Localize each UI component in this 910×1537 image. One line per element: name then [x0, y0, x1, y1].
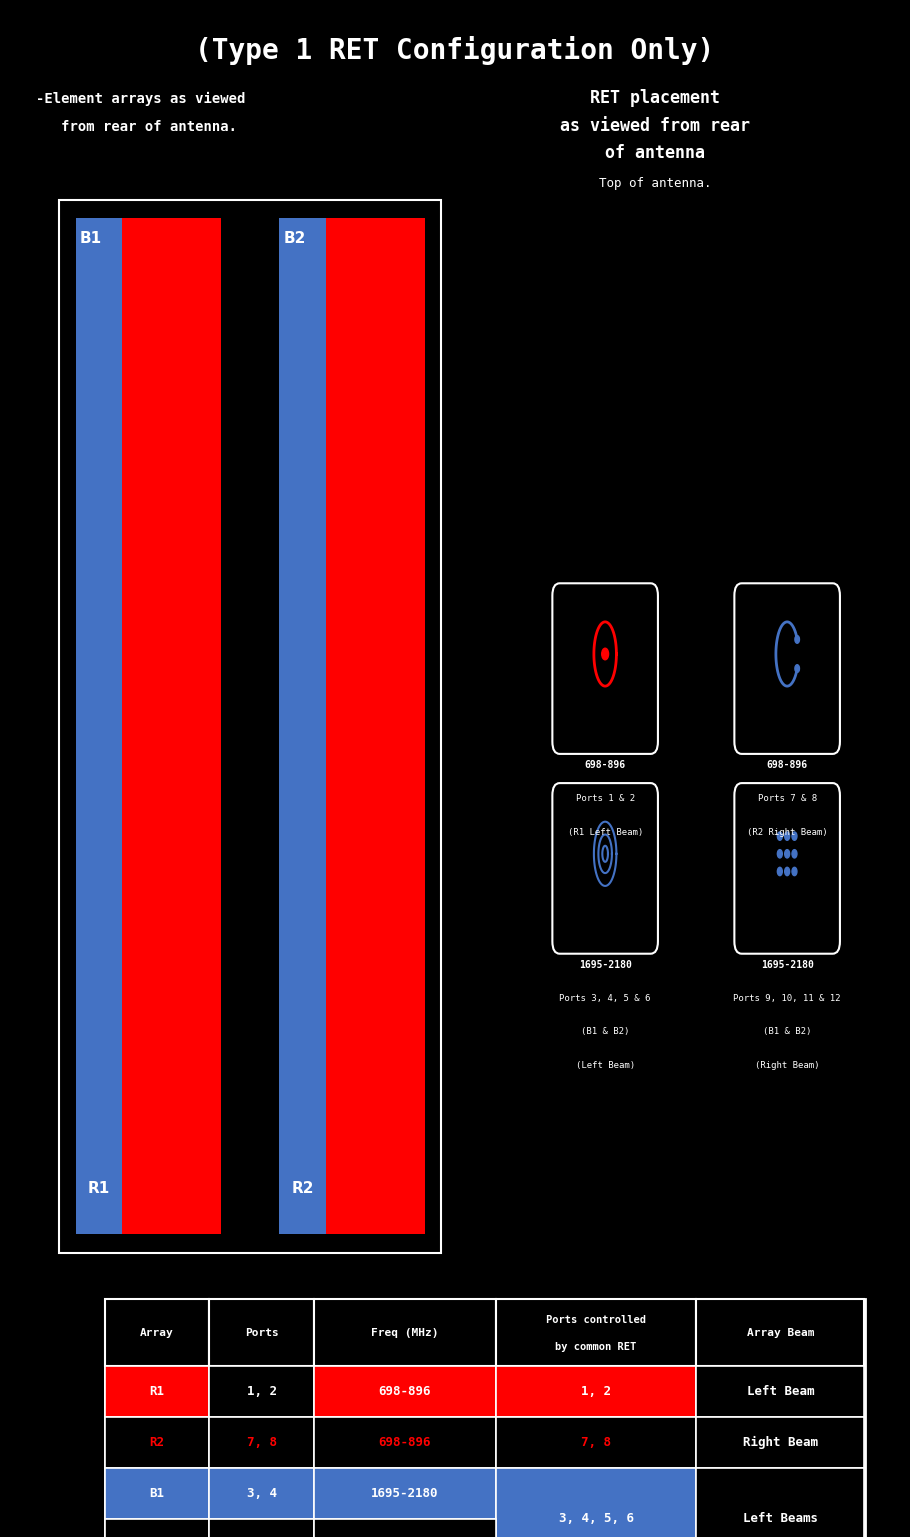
Text: 1695-2180: 1695-2180 — [371, 1486, 439, 1500]
Text: from rear of antenna.: from rear of antenna. — [36, 120, 238, 134]
Circle shape — [777, 867, 783, 876]
Text: Freq (MHz): Freq (MHz) — [371, 1328, 439, 1337]
Circle shape — [792, 832, 797, 841]
Bar — [696, 1417, 864, 1468]
Text: R2: R2 — [149, 1436, 165, 1449]
Text: Left Beam: Left Beam — [746, 1385, 814, 1399]
Text: 698-896: 698-896 — [379, 1385, 431, 1399]
Circle shape — [792, 850, 797, 858]
Text: (Type 1 RET Configuration Only): (Type 1 RET Configuration Only) — [196, 37, 714, 65]
FancyBboxPatch shape — [552, 782, 658, 953]
Text: 3, 4, 5, 6: 3, 4, 5, 6 — [559, 1512, 633, 1525]
Text: Ports 7 & 8: Ports 7 & 8 — [758, 793, 816, 802]
Text: B1: B1 — [80, 231, 102, 246]
Text: 1695-2180: 1695-2180 — [579, 959, 632, 970]
Circle shape — [777, 832, 783, 841]
Circle shape — [795, 636, 800, 644]
Bar — [209, 1519, 314, 1537]
Bar — [209, 1366, 314, 1417]
Bar — [105, 1417, 209, 1468]
Bar — [314, 1366, 496, 1417]
Text: (Right Beam): (Right Beam) — [755, 1061, 819, 1070]
Text: Right Beam: Right Beam — [743, 1436, 818, 1449]
Bar — [314, 1417, 496, 1468]
Text: (R1 Left Beam): (R1 Left Beam) — [568, 827, 642, 836]
Bar — [314, 1299, 496, 1366]
Text: R1: R1 — [87, 1180, 110, 1196]
Bar — [696, 1366, 864, 1417]
Bar — [76, 218, 122, 1234]
Text: Ports 9, 10, 11 & 12: Ports 9, 10, 11 & 12 — [733, 994, 841, 1002]
Bar — [105, 1299, 209, 1366]
Text: 1695-2180: 1695-2180 — [761, 959, 814, 970]
Bar — [326, 218, 425, 1234]
Text: by common RET: by common RET — [555, 1342, 637, 1353]
Text: (B1 & B2): (B1 & B2) — [581, 1027, 630, 1036]
Text: B1: B1 — [149, 1486, 165, 1500]
Text: R2: R2 — [291, 1180, 314, 1196]
Text: B2: B2 — [284, 231, 307, 246]
FancyBboxPatch shape — [552, 583, 658, 755]
FancyBboxPatch shape — [734, 583, 840, 755]
Text: Array Beam: Array Beam — [746, 1328, 814, 1337]
Circle shape — [777, 850, 783, 858]
Bar — [209, 1468, 314, 1519]
Text: 7, 8: 7, 8 — [581, 1436, 611, 1449]
Bar — [496, 1468, 696, 1537]
Bar — [314, 1519, 496, 1537]
Bar — [496, 1366, 696, 1417]
Circle shape — [602, 649, 609, 659]
Text: as viewed from rear: as viewed from rear — [561, 117, 750, 135]
Text: Ports 1 & 2: Ports 1 & 2 — [576, 793, 634, 802]
Bar — [209, 1299, 314, 1366]
Text: 1, 2: 1, 2 — [581, 1385, 611, 1399]
Text: -Element arrays as viewed: -Element arrays as viewed — [36, 92, 246, 106]
Bar — [279, 218, 326, 1234]
Bar — [122, 218, 221, 1234]
Bar — [696, 1299, 864, 1366]
Text: 1, 2: 1, 2 — [247, 1385, 277, 1399]
Text: 698-896: 698-896 — [379, 1436, 431, 1449]
Bar — [496, 1417, 696, 1468]
Text: RET placement: RET placement — [591, 89, 720, 108]
Text: Ports: Ports — [245, 1328, 278, 1337]
Circle shape — [784, 867, 790, 876]
Text: of antenna: of antenna — [605, 144, 705, 163]
Bar — [105, 1366, 209, 1417]
Text: R1: R1 — [149, 1385, 165, 1399]
Circle shape — [784, 850, 790, 858]
Text: (B1 & B2): (B1 & B2) — [763, 1027, 812, 1036]
Text: Left Beams: Left Beams — [743, 1512, 818, 1525]
Bar — [209, 1417, 314, 1468]
FancyBboxPatch shape — [734, 782, 840, 953]
Circle shape — [792, 867, 797, 876]
Text: Ports 3, 4, 5 & 6: Ports 3, 4, 5 & 6 — [560, 994, 651, 1002]
Text: 7, 8: 7, 8 — [247, 1436, 277, 1449]
Circle shape — [795, 664, 800, 672]
Text: 3, 4: 3, 4 — [247, 1486, 277, 1500]
Bar — [496, 1299, 696, 1366]
Text: (Left Beam): (Left Beam) — [576, 1061, 634, 1070]
Text: 698-896: 698-896 — [584, 759, 626, 770]
FancyBboxPatch shape — [59, 200, 441, 1253]
Text: Array: Array — [140, 1328, 174, 1337]
Bar — [105, 1468, 209, 1519]
Bar — [314, 1468, 496, 1519]
Bar — [105, 1519, 209, 1537]
Text: Top of antenna.: Top of antenna. — [599, 177, 712, 189]
Bar — [105, 1299, 864, 1537]
Text: 698-896: 698-896 — [766, 759, 808, 770]
Text: Ports controlled: Ports controlled — [546, 1316, 646, 1325]
Circle shape — [784, 832, 790, 841]
Text: (R2 Right Beam): (R2 Right Beam) — [747, 827, 827, 836]
Bar — [696, 1468, 864, 1537]
